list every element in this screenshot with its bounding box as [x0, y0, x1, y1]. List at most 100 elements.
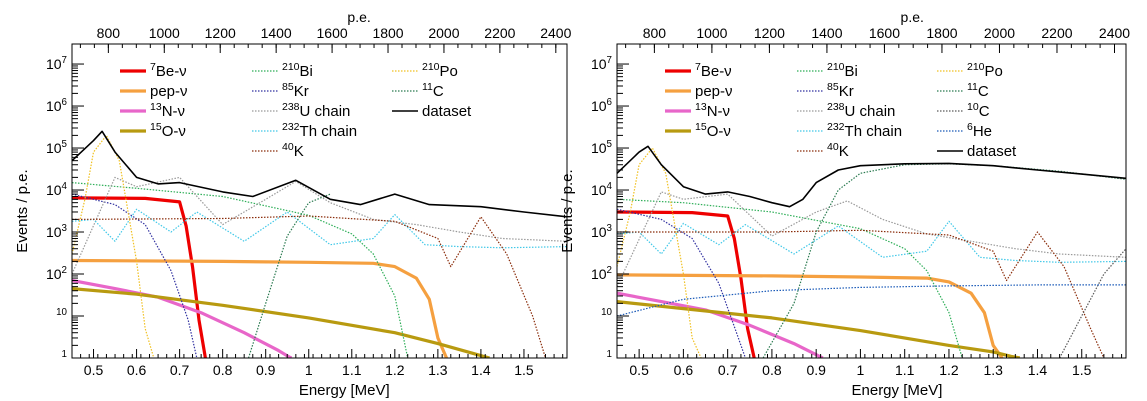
x-tick-label: 1.1 — [895, 362, 915, 378]
x-tick-label: 1.3 — [983, 362, 1003, 378]
legend-entry: 210Po — [422, 61, 458, 80]
legend-entry: 15O-ν — [695, 121, 731, 140]
x2-tick-label: 2000 — [984, 25, 1015, 41]
legend-entry: 40K — [282, 141, 304, 160]
x-tick-label: 1 — [857, 362, 865, 378]
x2-tick-label: 1800 — [372, 25, 403, 41]
x-tick-label: 0.9 — [806, 362, 826, 378]
x-tick-label: 0.8 — [213, 362, 233, 378]
x-tick-label: 0.8 — [762, 362, 782, 378]
legend-entry: 210Po — [967, 61, 1003, 80]
x-tick-label: 1.3 — [428, 362, 448, 378]
y-tick-label: 1 — [62, 349, 67, 360]
x2-tick-label: 2200 — [484, 25, 515, 41]
legend-entry: 10C — [967, 101, 990, 120]
x2-tick-label: 1400 — [811, 25, 842, 41]
x-tick-label: 0.5 — [84, 362, 104, 378]
series-line-8 — [617, 230, 1104, 358]
x-axis-label: Energy [MeV] — [299, 382, 390, 399]
y-tick-label: 103 — [46, 223, 68, 240]
y-axis-label: Events / p.e. — [559, 169, 576, 252]
x2-tick-label: 1200 — [205, 25, 236, 41]
legend-entry: 210Bi — [282, 61, 313, 80]
y-tick-label: 106 — [591, 97, 613, 114]
x-tick-label: 1.1 — [342, 362, 362, 378]
legend-entry: 85Kr — [282, 81, 309, 100]
x2-tick-label: 2000 — [428, 25, 459, 41]
x2-tick-label: 2400 — [1099, 25, 1130, 41]
series-line-7 — [72, 209, 567, 248]
x2-tick-label: 2200 — [1041, 25, 1072, 41]
x-tick-label: 1.4 — [471, 362, 491, 378]
x-tick-label: 0.7 — [718, 362, 738, 378]
x-tick-label: 0.7 — [170, 362, 190, 378]
y-tick-label: 105 — [46, 139, 68, 156]
legend-entry: 6He — [967, 121, 992, 140]
x2-axis-label: p.e. — [347, 9, 370, 25]
legend-entry: 11C — [967, 81, 989, 100]
x2-tick-label: 1600 — [869, 25, 900, 41]
x-tick-label: 0.9 — [256, 362, 276, 378]
series-line-0 — [72, 198, 205, 358]
y-tick-label: 103 — [591, 223, 613, 240]
x2-tick-label: 2400 — [540, 25, 571, 41]
series-group — [617, 146, 1126, 358]
legend-entry: 40K — [827, 141, 849, 160]
y-tick-label: 1 — [607, 349, 612, 360]
legend-entry: 7Be-ν — [150, 61, 187, 80]
x-tick-label: 1 — [305, 362, 313, 378]
series-line-9 — [617, 148, 701, 358]
legend-entry: 15O-ν — [150, 121, 186, 140]
legend-entry: dataset — [422, 103, 472, 120]
y-tick-label: 104 — [591, 181, 613, 198]
series-line-2 — [617, 293, 823, 358]
x2-tick-label: 1400 — [261, 25, 292, 41]
x-tick-label: 1.5 — [514, 362, 534, 378]
plot-frame — [72, 44, 567, 358]
series-line-6 — [617, 192, 1126, 287]
x-tick-label: 1.2 — [385, 362, 405, 378]
legend-entry: 232Th chain — [827, 121, 902, 140]
x-tick-label: 0.6 — [127, 362, 147, 378]
x2-tick-label: 800 — [97, 25, 121, 41]
y-tick-label: 106 — [46, 97, 68, 114]
x2-tick-label: 800 — [643, 25, 667, 41]
legend-entry: 85Kr — [827, 81, 854, 100]
legend-entry: 232Th chain — [282, 121, 357, 140]
x-tick-label: 1.5 — [1072, 362, 1092, 378]
legend-entry: pep-ν — [695, 83, 733, 100]
legend-entry: 11C — [422, 81, 444, 100]
x2-axis-label: p.e. — [901, 9, 924, 25]
legend-entry: pep-ν — [150, 83, 188, 100]
x-tick-label: 1.2 — [939, 362, 959, 378]
y-tick-label: 10 — [56, 307, 67, 318]
x-tick-label: 0.5 — [629, 362, 649, 378]
y-tick-label: 104 — [46, 181, 68, 198]
y-tick-label: 105 — [591, 139, 613, 156]
x-tick-label: 1.4 — [1028, 362, 1048, 378]
y-tick-label: 107 — [591, 55, 612, 72]
legend-entry: 210Bi — [827, 61, 858, 80]
y-tick-label: 102 — [46, 265, 67, 282]
series-line-12 — [617, 285, 1126, 316]
series-line-10 — [763, 164, 1126, 358]
y-axis-label: Events / p.e. — [14, 169, 31, 252]
y-tick-label: 107 — [46, 55, 67, 72]
x-axis-label: Energy [MeV] — [852, 382, 943, 399]
legend-entry: 13N-ν — [695, 101, 730, 120]
legend-entry: 238U chain — [827, 101, 895, 120]
x2-tick-label: 1000 — [149, 25, 180, 41]
series-line-11 — [1060, 249, 1126, 358]
legend-entry: 7Be-ν — [695, 61, 732, 80]
x2-tick-label: 1600 — [317, 25, 348, 41]
x2-tick-label: 1200 — [754, 25, 785, 41]
series-group — [72, 131, 567, 358]
legend-entry: 238U chain — [282, 101, 350, 120]
series-line-3 — [72, 289, 490, 358]
legend-entry: 13N-ν — [150, 101, 185, 120]
